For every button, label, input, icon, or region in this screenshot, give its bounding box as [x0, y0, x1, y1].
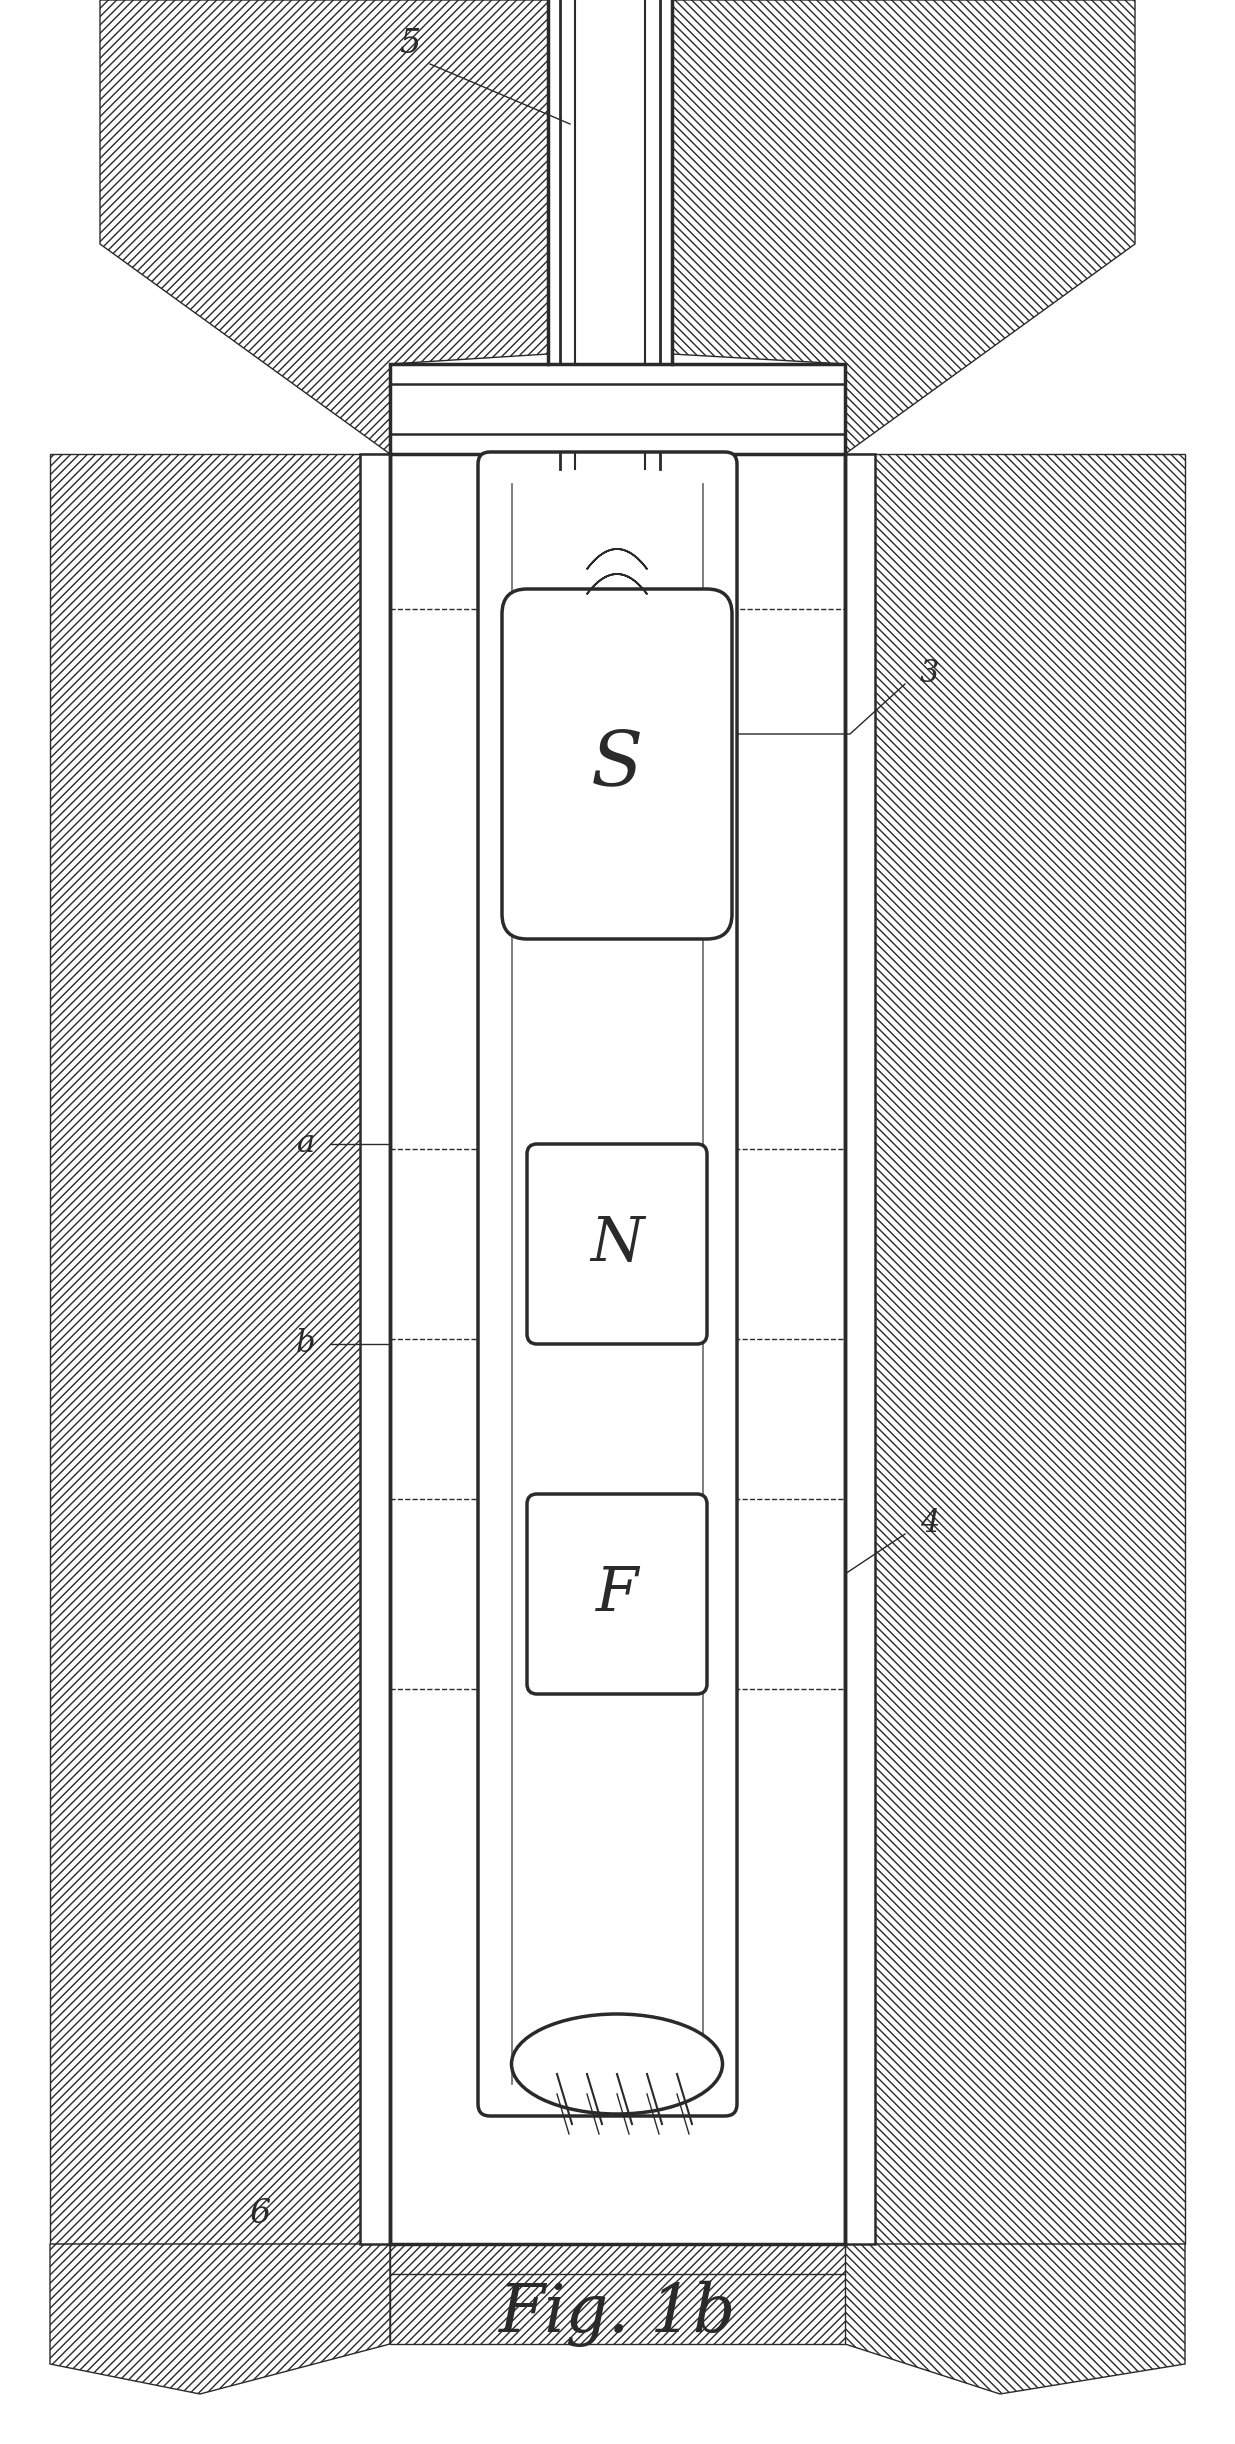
- Text: N: N: [590, 1215, 643, 1273]
- Text: 4: 4: [920, 1508, 940, 1540]
- Bar: [390, 364, 845, 455]
- FancyBboxPatch shape: [527, 1493, 706, 1694]
- Polygon shape: [845, 2244, 1186, 2395]
- Bar: [359, 455, 390, 2244]
- Text: Fig. 1b: Fig. 1b: [498, 2280, 736, 2346]
- FancyBboxPatch shape: [527, 1144, 706, 1344]
- Polygon shape: [845, 455, 1186, 2244]
- Polygon shape: [390, 2244, 845, 2344]
- Text: F: F: [595, 1564, 638, 1623]
- Text: 6: 6: [249, 2197, 270, 2229]
- Text: S: S: [590, 726, 643, 802]
- FancyBboxPatch shape: [478, 452, 737, 2117]
- Text: b: b: [295, 1330, 315, 1359]
- Polygon shape: [100, 0, 548, 455]
- Bar: [845, 455, 876, 2244]
- Text: 5: 5: [399, 27, 421, 61]
- Text: 3: 3: [920, 657, 940, 689]
- Polygon shape: [672, 0, 1135, 455]
- Ellipse shape: [511, 2014, 722, 2114]
- Polygon shape: [49, 2244, 390, 2395]
- FancyBboxPatch shape: [501, 589, 732, 938]
- Text: a: a: [296, 1129, 315, 1158]
- Polygon shape: [49, 455, 390, 2244]
